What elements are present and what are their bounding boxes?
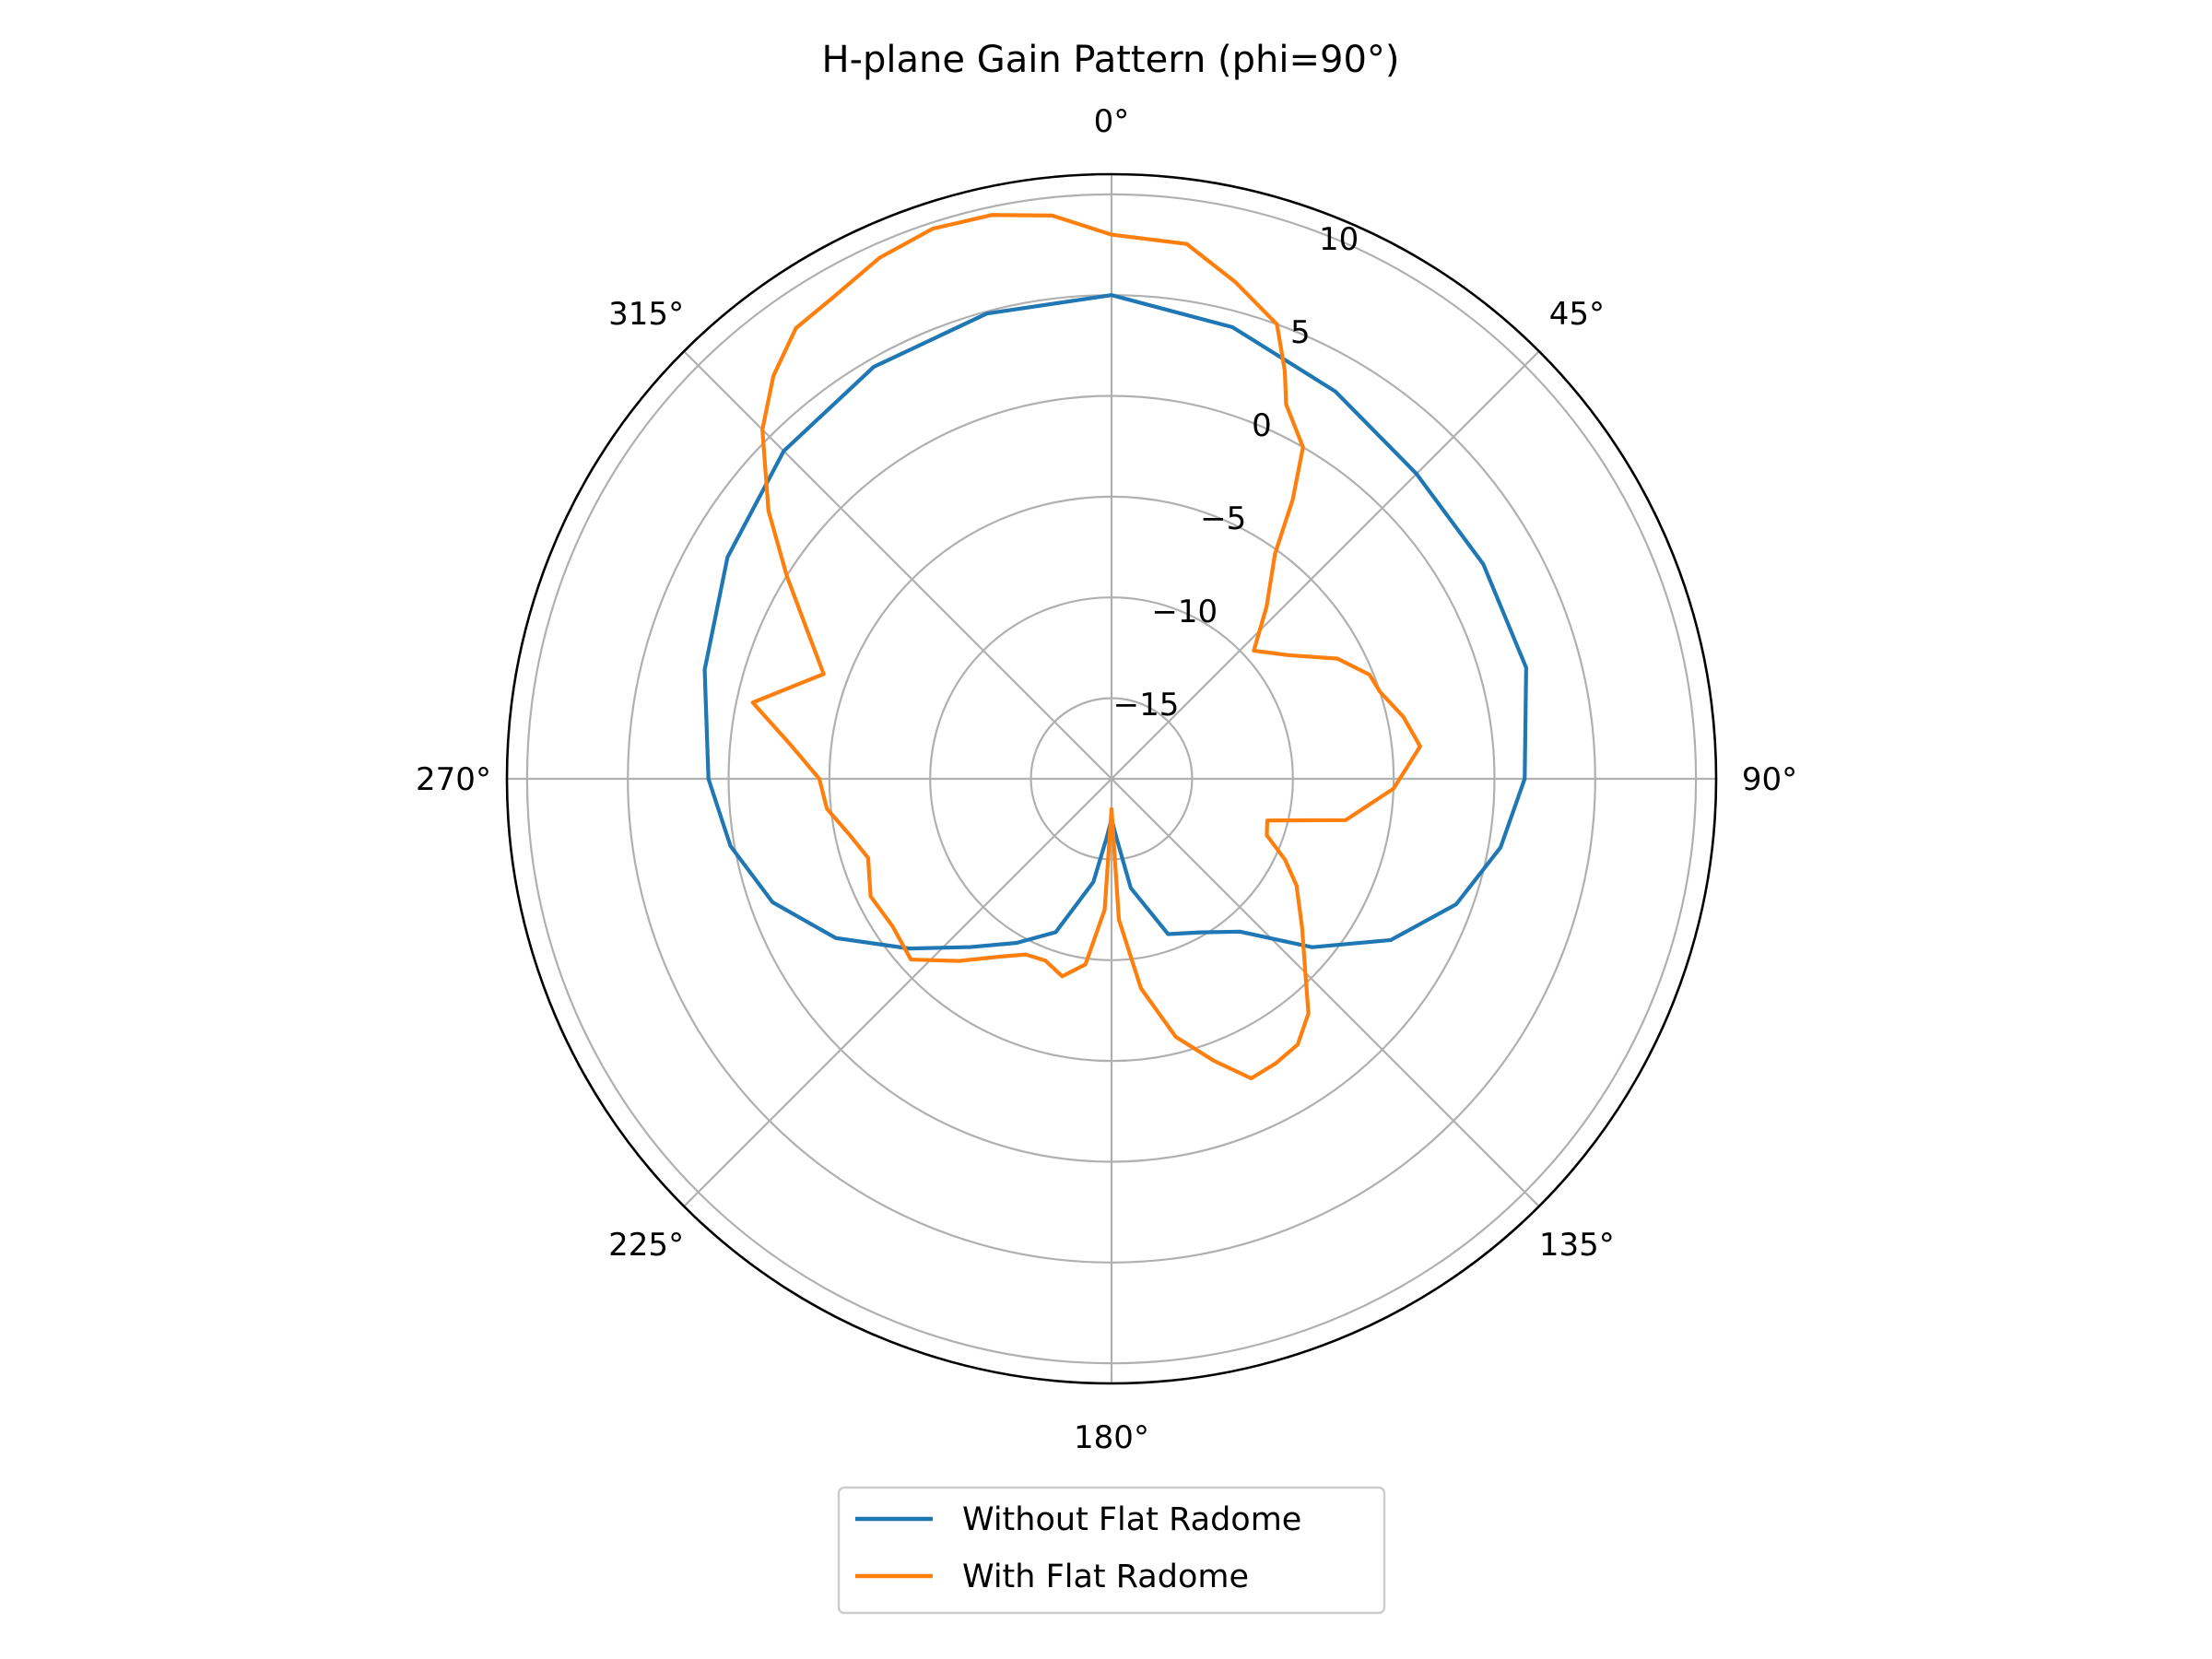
radial-gridline	[1030, 697, 1194, 861]
angle-tick-label: 135°	[1539, 1227, 1615, 1264]
radial-tick-label: 0	[1252, 407, 1272, 444]
angle-tick-label: 180°	[1074, 1419, 1149, 1456]
series-line-with-radome	[750, 213, 1423, 1081]
radial-tick-label: 5	[1290, 314, 1311, 351]
angle-gridline	[1111, 778, 1540, 1207]
radial-tick-label: −10	[1151, 594, 1218, 630]
angle-tick-label: 270°	[416, 761, 491, 798]
radial-gridline	[828, 495, 1395, 1063]
angle-gridline	[683, 778, 1112, 1207]
legend: Without Flat Radome With Flat Radome	[837, 1486, 1386, 1615]
angle-tick-label: 45°	[1549, 296, 1605, 333]
radial-tick-label: −15	[1113, 687, 1180, 724]
polar-frame	[505, 172, 1718, 1385]
radial-tick-label: 10	[1319, 221, 1359, 258]
legend-label-with-radome: With Flat Radome	[962, 1559, 1249, 1595]
radial-gridline	[727, 394, 1496, 1163]
tick-layer: 0° 45° 90° 135° 180° 225° 270° 315° −15 −10 −5 0 5 10	[416, 103, 1797, 1456]
angle-tick-label: 315°	[608, 296, 684, 333]
angle-gridline	[683, 350, 1112, 780]
chart-title: H-plane Gain Pattern (phi=90°)	[822, 39, 1400, 81]
legend-box	[837, 1486, 1386, 1615]
radial-tick-label: −5	[1200, 500, 1246, 537]
angle-gridline	[1111, 350, 1540, 780]
series-layer	[702, 213, 1528, 1081]
angle-tick-label: 0°	[1094, 103, 1130, 140]
grid-layer	[505, 172, 1718, 1385]
legend-label-without-radome: Without Flat Radome	[962, 1501, 1301, 1538]
angle-tick-label: 225°	[608, 1227, 684, 1264]
radial-gridline	[929, 596, 1294, 961]
radial-gridline	[525, 193, 1698, 1365]
angle-tick-label: 90°	[1742, 761, 1797, 798]
